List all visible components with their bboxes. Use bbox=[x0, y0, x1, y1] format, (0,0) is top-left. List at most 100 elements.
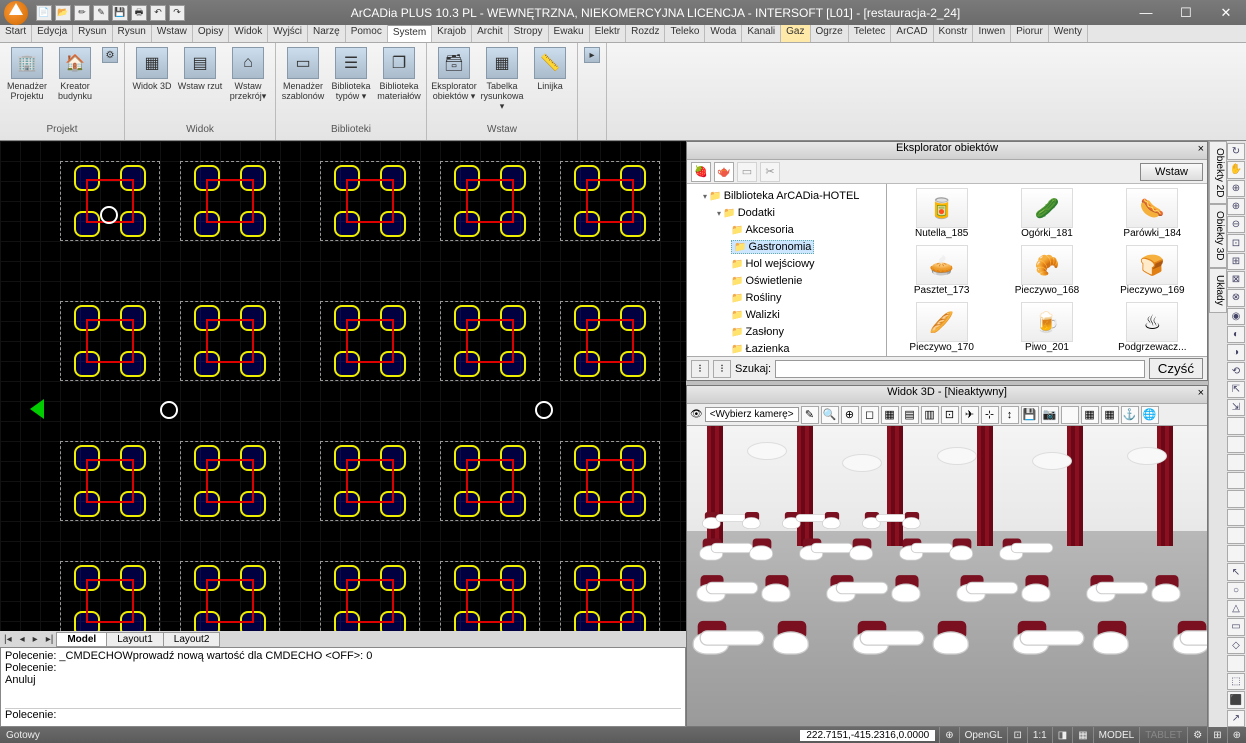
table-unit[interactable] bbox=[320, 301, 420, 381]
sidebar-tool[interactable]: ▭ bbox=[1227, 618, 1245, 635]
status-item[interactable]: ⊞ bbox=[1207, 727, 1226, 743]
explorer-tool[interactable]: 🍓 bbox=[691, 162, 711, 182]
qat-button[interactable]: ↶ bbox=[150, 5, 166, 21]
table-unit[interactable] bbox=[180, 441, 280, 521]
table-unit[interactable] bbox=[320, 561, 420, 631]
ribbon-tab[interactable]: Wyjści bbox=[268, 25, 308, 42]
ribbon-tab[interactable]: Rysun bbox=[113, 25, 152, 42]
sidebar-tool[interactable]: ⊕ bbox=[1227, 198, 1245, 215]
sidebar-tool[interactable]: ↗ bbox=[1227, 710, 1245, 727]
drawing-canvas[interactable] bbox=[0, 141, 686, 631]
sidebar-tool[interactable]: ⊡ bbox=[1227, 234, 1245, 251]
ribbon-tab[interactable]: Start bbox=[0, 25, 32, 42]
cmd-prompt[interactable]: Polecenie: bbox=[5, 708, 681, 724]
sidebar-tab[interactable]: Układy bbox=[1209, 268, 1227, 313]
ribbon-item[interactable]: ▸ bbox=[582, 45, 602, 65]
camera-select[interactable]: <Wybierz kamerę> bbox=[705, 407, 799, 422]
sidebar-tool[interactable] bbox=[1227, 509, 1245, 526]
ribbon-tab[interactable]: ArCAD bbox=[891, 25, 933, 42]
sidebar-tool[interactable]: ⊕ bbox=[1227, 180, 1245, 197]
view3d-tool[interactable]: ▤ bbox=[901, 406, 919, 424]
thumbnail[interactable]: 🌭Parówki_184 bbox=[1102, 188, 1203, 239]
sidebar-tool[interactable] bbox=[1227, 545, 1245, 562]
view3d-tool[interactable]: ▦ bbox=[881, 406, 899, 424]
view3d-tool[interactable]: ▦ bbox=[1101, 406, 1119, 424]
thumbnail[interactable]: 🥖Pieczywo_170 bbox=[891, 302, 992, 353]
clear-button[interactable]: Czyść bbox=[1149, 358, 1203, 379]
view3d-tool[interactable]: ✈ bbox=[961, 406, 979, 424]
search-opt-icon[interactable]: ⁝ bbox=[691, 360, 709, 378]
sidebar-tool[interactable] bbox=[1227, 472, 1245, 489]
ribbon-tab[interactable]: Edycja bbox=[32, 25, 73, 42]
table-unit[interactable] bbox=[560, 561, 660, 631]
sidebar-tool[interactable]: △ bbox=[1227, 600, 1245, 617]
ribbon-item[interactable]: ▦Widok 3D bbox=[129, 45, 175, 91]
ribbon-item[interactable]: ⚙ bbox=[100, 45, 120, 65]
sidebar-tool[interactable] bbox=[1227, 655, 1245, 672]
thumbnail[interactable]: 🥐Pieczywo_168 bbox=[996, 245, 1097, 296]
sidebar-tool[interactable] bbox=[1227, 490, 1245, 507]
table-unit[interactable] bbox=[440, 561, 540, 631]
sidebar-tool[interactable]: ◉ bbox=[1227, 308, 1245, 325]
table-unit[interactable] bbox=[60, 561, 160, 631]
view3d-tool[interactable]: 🌐 bbox=[1141, 406, 1159, 424]
sheet-nav-next[interactable]: ▸ bbox=[29, 634, 42, 645]
ribbon-item[interactable]: ▤Wstaw rzut bbox=[177, 45, 223, 91]
sidebar-tool[interactable]: ⊠ bbox=[1227, 271, 1245, 288]
sidebar-tool[interactable]: ⬛ bbox=[1227, 691, 1245, 708]
ribbon-item[interactable]: ❐Biblioteka materiałów bbox=[376, 45, 422, 101]
qat-button[interactable]: ↷ bbox=[169, 5, 185, 21]
sidebar-tool[interactable]: ⇱ bbox=[1227, 381, 1245, 398]
sidebar-tool[interactable]: ⟲ bbox=[1227, 362, 1245, 379]
sheet-tab[interactable]: Layout2 bbox=[163, 632, 221, 647]
table-unit[interactable] bbox=[560, 441, 660, 521]
tree-folder[interactable]: Dodatki bbox=[723, 207, 775, 219]
table-unit[interactable] bbox=[440, 301, 540, 381]
view3d-tool[interactable]: 🔍 bbox=[821, 406, 839, 424]
ribbon-tab[interactable]: Krajob bbox=[432, 25, 472, 42]
sidebar-tool[interactable]: ⊞ bbox=[1227, 253, 1245, 270]
ribbon-tab[interactable]: System bbox=[388, 25, 432, 42]
view3d-tool[interactable]: ◻ bbox=[861, 406, 879, 424]
explorer-tree[interactable]: Bilblioteka ArCADia-HOTEL Dodatki Akceso… bbox=[687, 184, 887, 356]
status-item[interactable]: 1:1 bbox=[1027, 727, 1052, 743]
search-opt-icon[interactable]: ⁝ bbox=[713, 360, 731, 378]
explorer-close-icon[interactable]: × bbox=[1198, 143, 1204, 155]
explorer-tool[interactable]: ✂ bbox=[760, 162, 780, 182]
status-item[interactable]: ◨ bbox=[1052, 727, 1072, 743]
status-item[interactable]: TABLET bbox=[1139, 727, 1187, 743]
status-item[interactable]: ⊕ bbox=[1227, 727, 1246, 743]
ribbon-item[interactable]: 🗃Eksplorator obiektów ▾ bbox=[431, 45, 477, 102]
ribbon-tab[interactable]: Piorur bbox=[1011, 25, 1049, 42]
table-unit[interactable] bbox=[440, 161, 540, 241]
ribbon-tab[interactable]: Narzę bbox=[308, 25, 346, 42]
sidebar-tool[interactable]: ⇲ bbox=[1227, 399, 1245, 416]
table-unit[interactable] bbox=[60, 441, 160, 521]
view3d-close-icon[interactable]: × bbox=[1198, 387, 1204, 399]
ribbon-tab[interactable]: Gaz bbox=[781, 25, 810, 42]
explorer-tool[interactable]: ▭ bbox=[737, 162, 757, 182]
sidebar-tool[interactable]: ○ bbox=[1227, 582, 1245, 599]
status-item[interactable]: OpenGL bbox=[959, 727, 1008, 743]
sidebar-tool[interactable]: ↻ bbox=[1227, 143, 1245, 160]
sidebar-tool[interactable] bbox=[1227, 454, 1245, 471]
ribbon-tab[interactable]: Wenty bbox=[1049, 25, 1088, 42]
tree-item[interactable]: Hol wejściowy bbox=[731, 258, 815, 270]
ribbon-tab[interactable]: Archit bbox=[472, 25, 509, 42]
sheet-nav-first[interactable]: |◂ bbox=[0, 634, 16, 645]
qat-button[interactable]: ✎ bbox=[93, 5, 109, 21]
view3d-tool[interactable]: ⊹ bbox=[981, 406, 999, 424]
tree-item[interactable]: Walizki bbox=[731, 309, 780, 321]
sheet-tab[interactable]: Model bbox=[56, 632, 107, 647]
table-unit[interactable] bbox=[60, 301, 160, 381]
ribbon-item[interactable]: 🏠Kreator budynku bbox=[52, 45, 98, 101]
sidebar-tab[interactable]: Obiekty 3D bbox=[1209, 204, 1227, 267]
tree-item[interactable]: Łazienka bbox=[731, 343, 790, 355]
sheet-nav-prev[interactable]: ◂ bbox=[16, 634, 29, 645]
command-line[interactable]: Polecenie: _CMDECHOWprowadź nową wartość… bbox=[0, 647, 686, 727]
view3d-tool[interactable]: ⚓ bbox=[1121, 406, 1139, 424]
sheet-tab[interactable]: Layout1 bbox=[106, 632, 164, 647]
sheet-nav-last[interactable]: ▸| bbox=[42, 634, 58, 645]
ribbon-item[interactable]: ▭Menadżer szablonów bbox=[280, 45, 326, 101]
sidebar-tab[interactable]: Obiekty 2D bbox=[1209, 141, 1227, 204]
